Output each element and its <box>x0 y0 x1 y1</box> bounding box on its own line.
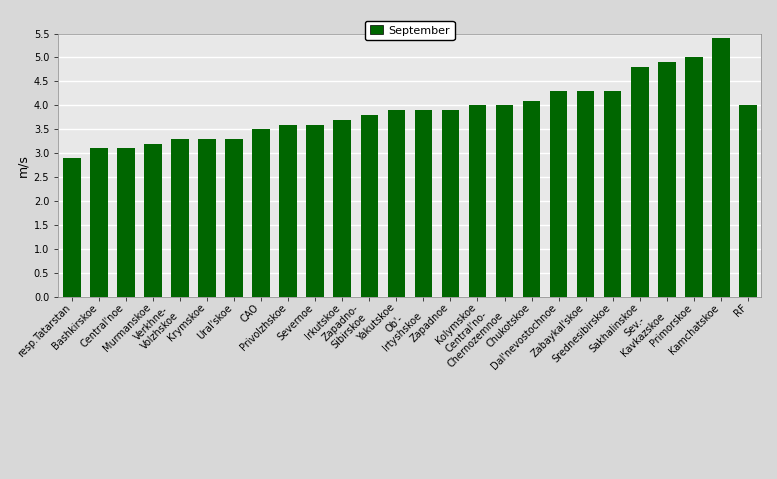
Bar <box>685 57 702 297</box>
Bar <box>550 91 567 297</box>
Bar <box>388 110 405 297</box>
Bar <box>631 67 649 297</box>
Bar <box>90 148 108 297</box>
Bar <box>198 139 216 297</box>
Bar <box>523 101 540 297</box>
Bar <box>469 105 486 297</box>
Bar <box>496 105 514 297</box>
Bar <box>712 38 730 297</box>
Bar <box>441 110 459 297</box>
Bar <box>361 115 378 297</box>
Bar <box>280 125 297 297</box>
Bar <box>225 139 243 297</box>
Bar <box>117 148 134 297</box>
Bar <box>415 110 432 297</box>
Bar <box>658 62 675 297</box>
Bar <box>253 129 270 297</box>
Bar <box>577 91 594 297</box>
Bar <box>604 91 622 297</box>
Y-axis label: m/s: m/s <box>16 154 30 177</box>
Bar <box>306 125 324 297</box>
Bar <box>171 139 189 297</box>
Bar <box>333 120 351 297</box>
Bar <box>145 144 162 297</box>
Bar <box>63 158 81 297</box>
Legend: September: September <box>365 21 455 40</box>
Bar <box>739 105 757 297</box>
